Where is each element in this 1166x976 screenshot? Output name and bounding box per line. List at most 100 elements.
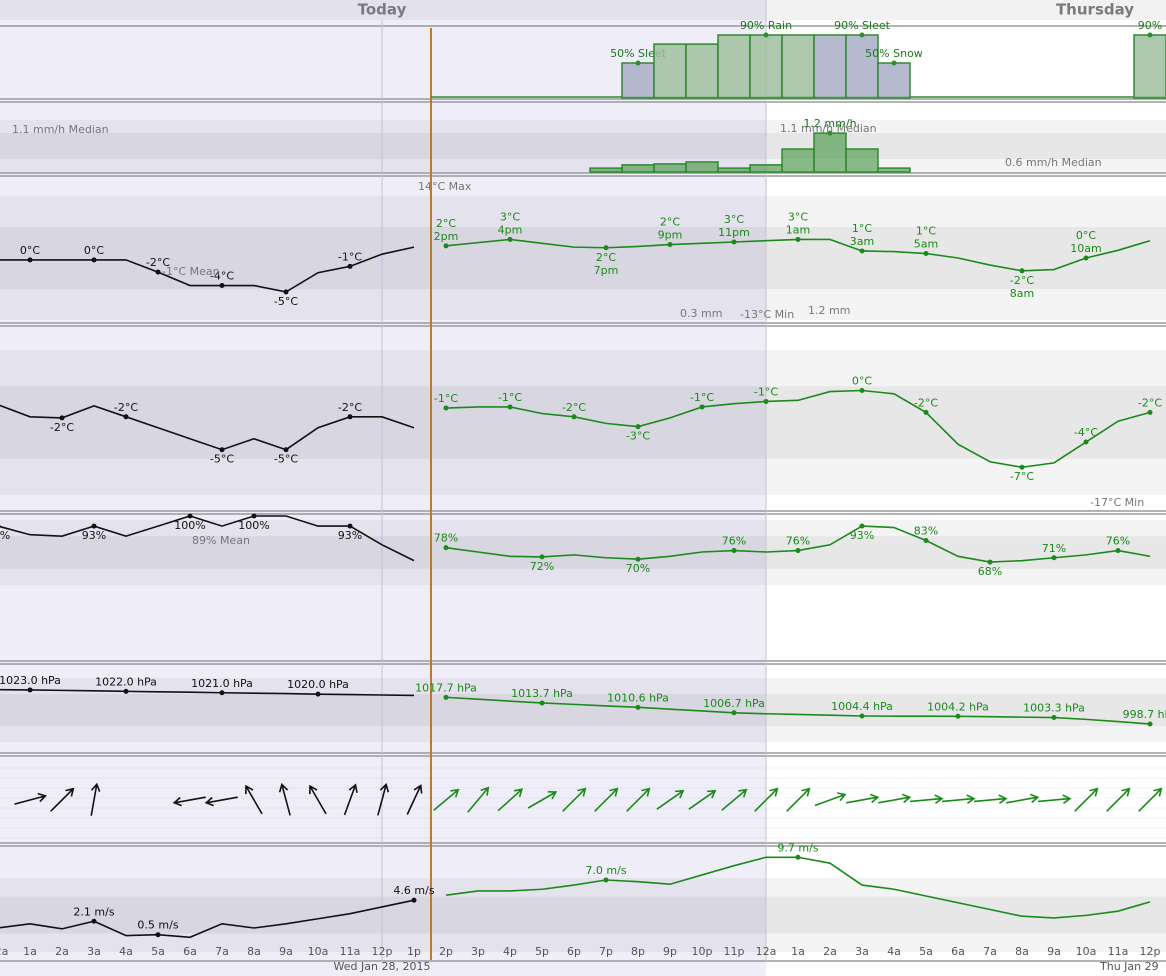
spread-band (0, 678, 1166, 742)
wind-arrow (814, 792, 847, 807)
bar (717, 34, 751, 99)
value-label: -1°C (434, 392, 458, 405)
value-label: 1°C (916, 225, 936, 238)
time-label: 5am (914, 238, 938, 251)
x-tick-label: 4p (503, 945, 517, 958)
value-label: 76% (1106, 535, 1130, 548)
value-label: 2.1 m/s (73, 905, 114, 918)
bar-label: 90% Sleet (834, 19, 891, 32)
bar (781, 148, 815, 173)
x-tick-label: 10p (692, 945, 713, 958)
bar-label: 90% (1138, 19, 1162, 32)
spread-band (0, 878, 1166, 952)
series-point (859, 248, 865, 254)
bar (749, 164, 783, 173)
time-label: 7pm (594, 264, 619, 277)
x-tick-label: 10a (308, 945, 329, 958)
wind-arrow (50, 787, 75, 812)
value-label: -2°C (50, 421, 74, 434)
series-point (123, 688, 129, 694)
value-label: 72% (530, 560, 554, 573)
annotation: 0.3 mm (680, 307, 722, 320)
series-point (27, 257, 33, 263)
day-label: Thursday (1056, 1, 1134, 19)
wind-arrow (1074, 787, 1099, 812)
series-line (0, 515, 415, 562)
spread-band (0, 350, 1166, 495)
series-point (731, 548, 737, 554)
value-label: 100% (174, 519, 205, 532)
series-point (507, 404, 513, 410)
x-tick-label: 6a (951, 945, 965, 958)
series-point (411, 897, 417, 903)
series-point (763, 398, 769, 404)
time-label: 8am (1010, 287, 1034, 300)
spread-band (0, 386, 1166, 459)
x-tick-label: 2p (439, 945, 453, 958)
series-point (443, 243, 449, 249)
bar (749, 34, 783, 99)
value-label: 1013.7 hPa (511, 687, 573, 700)
x-tick-label: 11p (724, 945, 745, 958)
series-point (635, 704, 641, 710)
wind-arrow (786, 787, 811, 812)
x-tick-label: 11a (340, 945, 361, 958)
series-point (1115, 548, 1121, 554)
series-point (635, 424, 641, 430)
bar (813, 34, 847, 99)
bar (653, 43, 687, 99)
wind-arrow (1006, 793, 1040, 804)
bar (877, 167, 911, 173)
wind-arrow (754, 787, 779, 812)
series-point (667, 242, 673, 248)
x-tick-label: 3p (471, 945, 485, 958)
series-point (987, 559, 993, 565)
bar (685, 43, 719, 99)
x-tick-label: 10a (1076, 945, 1097, 958)
bar (877, 62, 911, 99)
value-label: -5°C (274, 295, 298, 308)
value-label: -1°C (498, 391, 522, 404)
today-background (0, 0, 766, 976)
value-label: -4°C (1074, 426, 1098, 439)
value-label: -4°C (210, 270, 234, 283)
spread-band (0, 694, 1166, 726)
value-label: 1023.0 hPa (0, 674, 61, 687)
wind-arrow (343, 783, 358, 816)
series-point (731, 710, 737, 716)
annotation: 14°C Max (418, 180, 472, 193)
wind-arrow (973, 794, 1008, 804)
wind-arrow (406, 784, 423, 815)
wind-arrow (497, 788, 524, 812)
value-label: 3°C (724, 213, 744, 226)
x-tick-label: 5a (919, 945, 933, 958)
series-point (219, 690, 225, 696)
x-tick-label: 6p (567, 945, 581, 958)
bar-label: 50% Snow (865, 47, 923, 60)
series-line (445, 696, 1151, 725)
value-label: -2°C (114, 401, 138, 414)
annotation: -17°C Min (1090, 496, 1144, 509)
spread-band (0, 896, 1166, 934)
wind-arrow (941, 794, 976, 804)
series-point (923, 251, 929, 257)
value-label: 78% (434, 532, 458, 545)
series-line (0, 899, 415, 939)
wind-arrow (1138, 787, 1163, 812)
bar-point (635, 60, 641, 66)
series-point (859, 713, 865, 719)
value-label: 4.6 m/s (393, 884, 434, 897)
annotation: 0.6 mm/h Median (1005, 156, 1102, 169)
x-tick-label: 2a (55, 945, 69, 958)
value-label: 100% (238, 519, 269, 532)
series-point (859, 387, 865, 393)
series-point (219, 283, 225, 289)
value-label: 1020.0 hPa (287, 678, 349, 691)
x-tick-label: 7p (599, 945, 613, 958)
wind-arrow (909, 794, 944, 804)
series-point (283, 447, 289, 453)
value-label: -2°C (146, 256, 170, 269)
x-tick-label: 12a (0, 945, 8, 958)
wind-arrow (527, 791, 558, 809)
date-label: Thu Jan 29 (1099, 960, 1159, 973)
